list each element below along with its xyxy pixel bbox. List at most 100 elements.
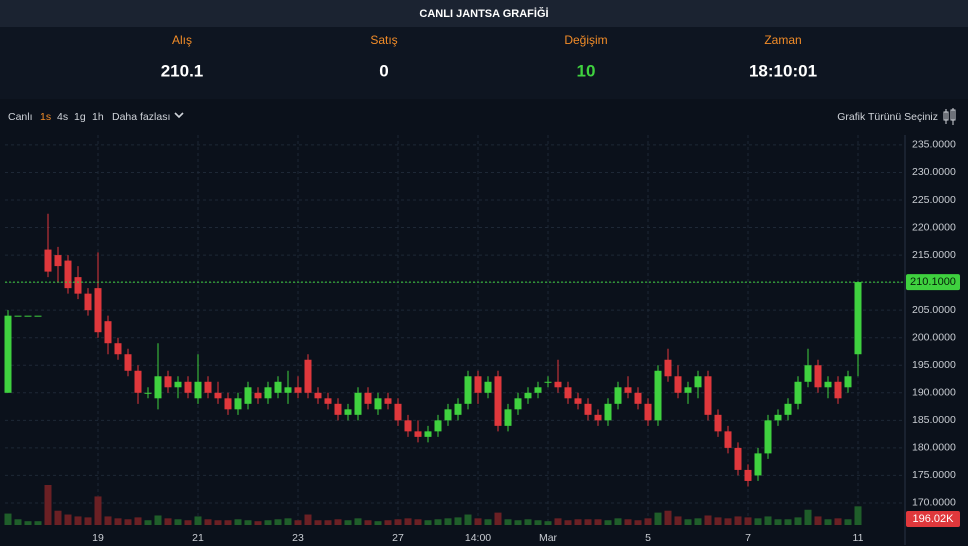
volume-bar xyxy=(324,520,332,525)
candle-body xyxy=(334,403,342,415)
toolbar-item[interactable]: 1g xyxy=(74,111,86,123)
volume-bar xyxy=(634,520,642,525)
candle-body xyxy=(754,453,762,476)
candle-body xyxy=(244,387,252,404)
volume-bar xyxy=(294,520,302,525)
volume-bar xyxy=(274,519,282,525)
candle-body xyxy=(574,398,582,404)
candle-body xyxy=(174,381,182,388)
candle-body xyxy=(734,447,742,470)
x-tick-label: 19 xyxy=(92,532,104,544)
candle-body xyxy=(4,315,12,393)
candle-body xyxy=(44,249,52,272)
candle-body xyxy=(744,469,752,481)
candle-body xyxy=(794,381,802,404)
volume-bar xyxy=(474,518,482,525)
y-tick-label: 230.0000 xyxy=(912,166,956,178)
candle-body xyxy=(324,398,332,404)
candle-body xyxy=(284,387,292,393)
candle-body xyxy=(104,321,112,344)
toolbar-item[interactable]: 1h xyxy=(92,111,104,123)
volume-bar xyxy=(344,520,352,525)
candle-body xyxy=(134,370,142,393)
volume-bar xyxy=(844,519,852,525)
volume-bar xyxy=(124,519,132,525)
candle-body xyxy=(424,431,432,437)
volume-bar xyxy=(4,513,12,525)
candle-body xyxy=(414,431,422,437)
candle-body xyxy=(314,392,322,399)
candle-body xyxy=(604,403,612,421)
candle-body xyxy=(404,420,412,432)
volume-bar xyxy=(94,496,102,525)
volume-bar xyxy=(414,519,422,525)
candle-body xyxy=(534,387,542,393)
volume-bar xyxy=(504,519,512,525)
toolbar-item[interactable]: Canlı xyxy=(8,111,33,123)
candle-body xyxy=(824,381,832,388)
y-tick-label: 225.0000 xyxy=(912,194,956,206)
candle-body xyxy=(704,376,712,415)
volume-bar xyxy=(34,521,42,525)
candle-body xyxy=(264,387,272,399)
volume-bar xyxy=(194,516,202,525)
volume-bar xyxy=(334,519,342,525)
candle-body xyxy=(834,381,842,399)
x-tick-label: 7 xyxy=(745,532,751,544)
price-label: 210.1000 xyxy=(910,276,956,288)
volume-bar xyxy=(434,519,442,525)
volume-bar xyxy=(674,516,682,525)
volume-bar xyxy=(364,520,372,525)
volume-bar xyxy=(854,506,862,525)
candle-body xyxy=(124,354,132,371)
stats-panel xyxy=(0,27,968,99)
volume-bar xyxy=(724,518,732,525)
toolbar-item[interactable]: Daha fazlası xyxy=(112,111,170,123)
chart-type-button[interactable]: Grafik Türünü Seçiniz xyxy=(837,111,938,123)
y-tick-label: 175.0000 xyxy=(912,469,956,481)
candle-body xyxy=(364,392,372,404)
volume-bar xyxy=(174,519,182,525)
volume-bar xyxy=(14,519,22,525)
volume-bar xyxy=(784,519,792,525)
candle-body xyxy=(454,403,462,415)
candle-body xyxy=(274,381,282,393)
volume-bar xyxy=(464,514,472,525)
x-tick-label: 21 xyxy=(192,532,204,544)
volume-bar xyxy=(374,521,382,525)
volume-bar xyxy=(244,520,252,525)
x-tick-label: 11 xyxy=(853,532,864,544)
toolbar-item[interactable]: 1s xyxy=(40,111,51,123)
volume-bar xyxy=(564,520,572,525)
volume-bar xyxy=(304,514,312,525)
candle-body xyxy=(94,288,102,333)
candle-body xyxy=(804,365,812,382)
candle-body xyxy=(374,398,382,410)
toolbar-item[interactable]: 4s xyxy=(57,111,68,123)
volume-bar xyxy=(384,520,392,525)
candle-body xyxy=(594,414,602,421)
y-tick-label: 215.0000 xyxy=(912,249,956,261)
volume-bar xyxy=(164,518,172,525)
volume-bar xyxy=(234,519,242,525)
volume-bar xyxy=(214,520,222,525)
candle-body xyxy=(524,392,532,399)
volume-bar xyxy=(794,517,802,525)
volume-bar xyxy=(534,520,542,525)
candle-body xyxy=(114,343,122,355)
stat-value: 10 xyxy=(577,61,596,80)
candle-body xyxy=(64,260,72,289)
candle-body xyxy=(474,376,482,393)
volume-bar xyxy=(74,516,82,525)
stat-value: 210.1 xyxy=(161,61,204,80)
volume-bar xyxy=(754,518,762,525)
volume-bar xyxy=(574,519,582,525)
volume-bar xyxy=(154,515,162,525)
stat-value: 18:10:01 xyxy=(749,61,817,80)
candle-body xyxy=(674,376,682,393)
candle-body xyxy=(144,392,152,394)
candle-body xyxy=(344,409,352,415)
volume-bar xyxy=(84,517,92,525)
candle-body xyxy=(854,282,862,355)
